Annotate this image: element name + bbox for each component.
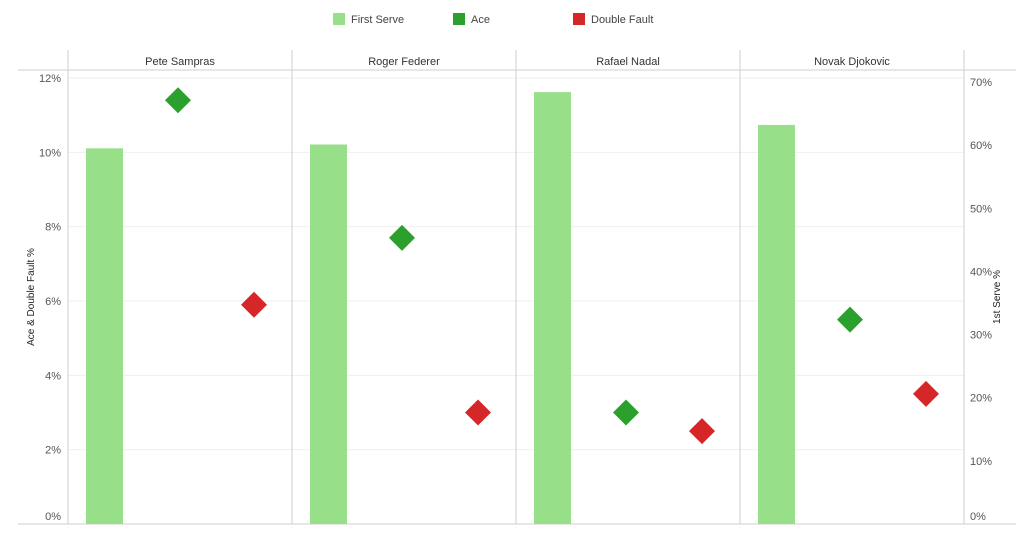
- legend-label-double-fault: Double Fault: [591, 14, 653, 26]
- legend-swatch-double-fault: [573, 13, 585, 25]
- legend[interactable]: First Serve Ace Double Fault: [333, 13, 653, 26]
- left-tick-label-5: 10%: [39, 147, 61, 159]
- right-axis: 0% 10% 20% 30% 40% 50% 60% 70%: [970, 77, 992, 523]
- bar-first-serve-novak-djokovic[interactable]: [758, 124, 795, 525]
- legend-swatch-ace: [453, 13, 465, 25]
- marker-ace-pete-sampras[interactable]: [165, 87, 191, 114]
- marker-ace-novak-djokovic[interactable]: [837, 306, 863, 333]
- left-axis-title: Ace & Double Fault %: [26, 248, 37, 346]
- marker-ace-roger-federer[interactable]: [389, 224, 415, 251]
- panel-title-pete-sampras: Pete Sampras: [145, 56, 215, 68]
- panel-frames: [18, 50, 1016, 525]
- marker-double-fault-pete-sampras[interactable]: [241, 291, 267, 318]
- right-axis-title: 1st Serve %: [992, 270, 1003, 324]
- first-serve-bars: [86, 92, 795, 525]
- legend-item-ace[interactable]: Ace: [453, 13, 490, 26]
- right-tick-label-3: 30%: [970, 330, 992, 342]
- bar-first-serve-rafael-nadal[interactable]: [534, 92, 571, 525]
- right-tick-label-7: 70%: [970, 77, 992, 89]
- legend-label-ace: Ace: [471, 14, 490, 26]
- panel-title-roger-federer: Roger Federer: [368, 56, 440, 68]
- legend-label-first-serve: First Serve: [351, 14, 404, 26]
- left-tick-label-6: 12%: [39, 73, 61, 85]
- right-tick-label-6: 60%: [970, 140, 992, 152]
- panel-titles: Pete Sampras Roger Federer Rafael Nadal Nov…: [145, 56, 890, 68]
- panel-title-novak-djokovic: Novak Djokovic: [814, 56, 890, 68]
- bar-first-serve-roger-federer[interactable]: [310, 144, 347, 525]
- right-tick-label-4: 40%: [970, 266, 992, 278]
- left-axis: 0% 2% 4% 6% 8% 10% 12%: [39, 73, 61, 523]
- legend-swatch-first-serve: [333, 13, 345, 25]
- bar-first-serve-pete-sampras[interactable]: [86, 148, 123, 525]
- diamond-markers: [165, 87, 939, 445]
- right-tick-label-1: 10%: [970, 456, 992, 468]
- right-tick-label-0: 0%: [970, 511, 986, 523]
- left-tick-label-0: 0%: [45, 511, 61, 523]
- right-tick-label-2: 20%: [970, 393, 992, 405]
- marker-double-fault-rafael-nadal[interactable]: [689, 418, 715, 445]
- marker-double-fault-roger-federer[interactable]: [465, 399, 491, 426]
- left-tick-label-4: 8%: [45, 222, 61, 234]
- legend-item-first-serve[interactable]: First Serve: [333, 13, 404, 26]
- right-tick-label-5: 50%: [970, 203, 992, 215]
- left-tick-label-1: 2%: [45, 445, 61, 457]
- legend-item-double-fault[interactable]: Double Fault: [573, 13, 653, 26]
- left-tick-label-2: 4%: [45, 370, 61, 382]
- left-tick-label-3: 6%: [45, 296, 61, 308]
- marker-ace-rafael-nadal[interactable]: [613, 399, 639, 426]
- panel-title-rafael-nadal: Rafael Nadal: [596, 56, 660, 68]
- marker-double-fault-novak-djokovic[interactable]: [913, 380, 939, 407]
